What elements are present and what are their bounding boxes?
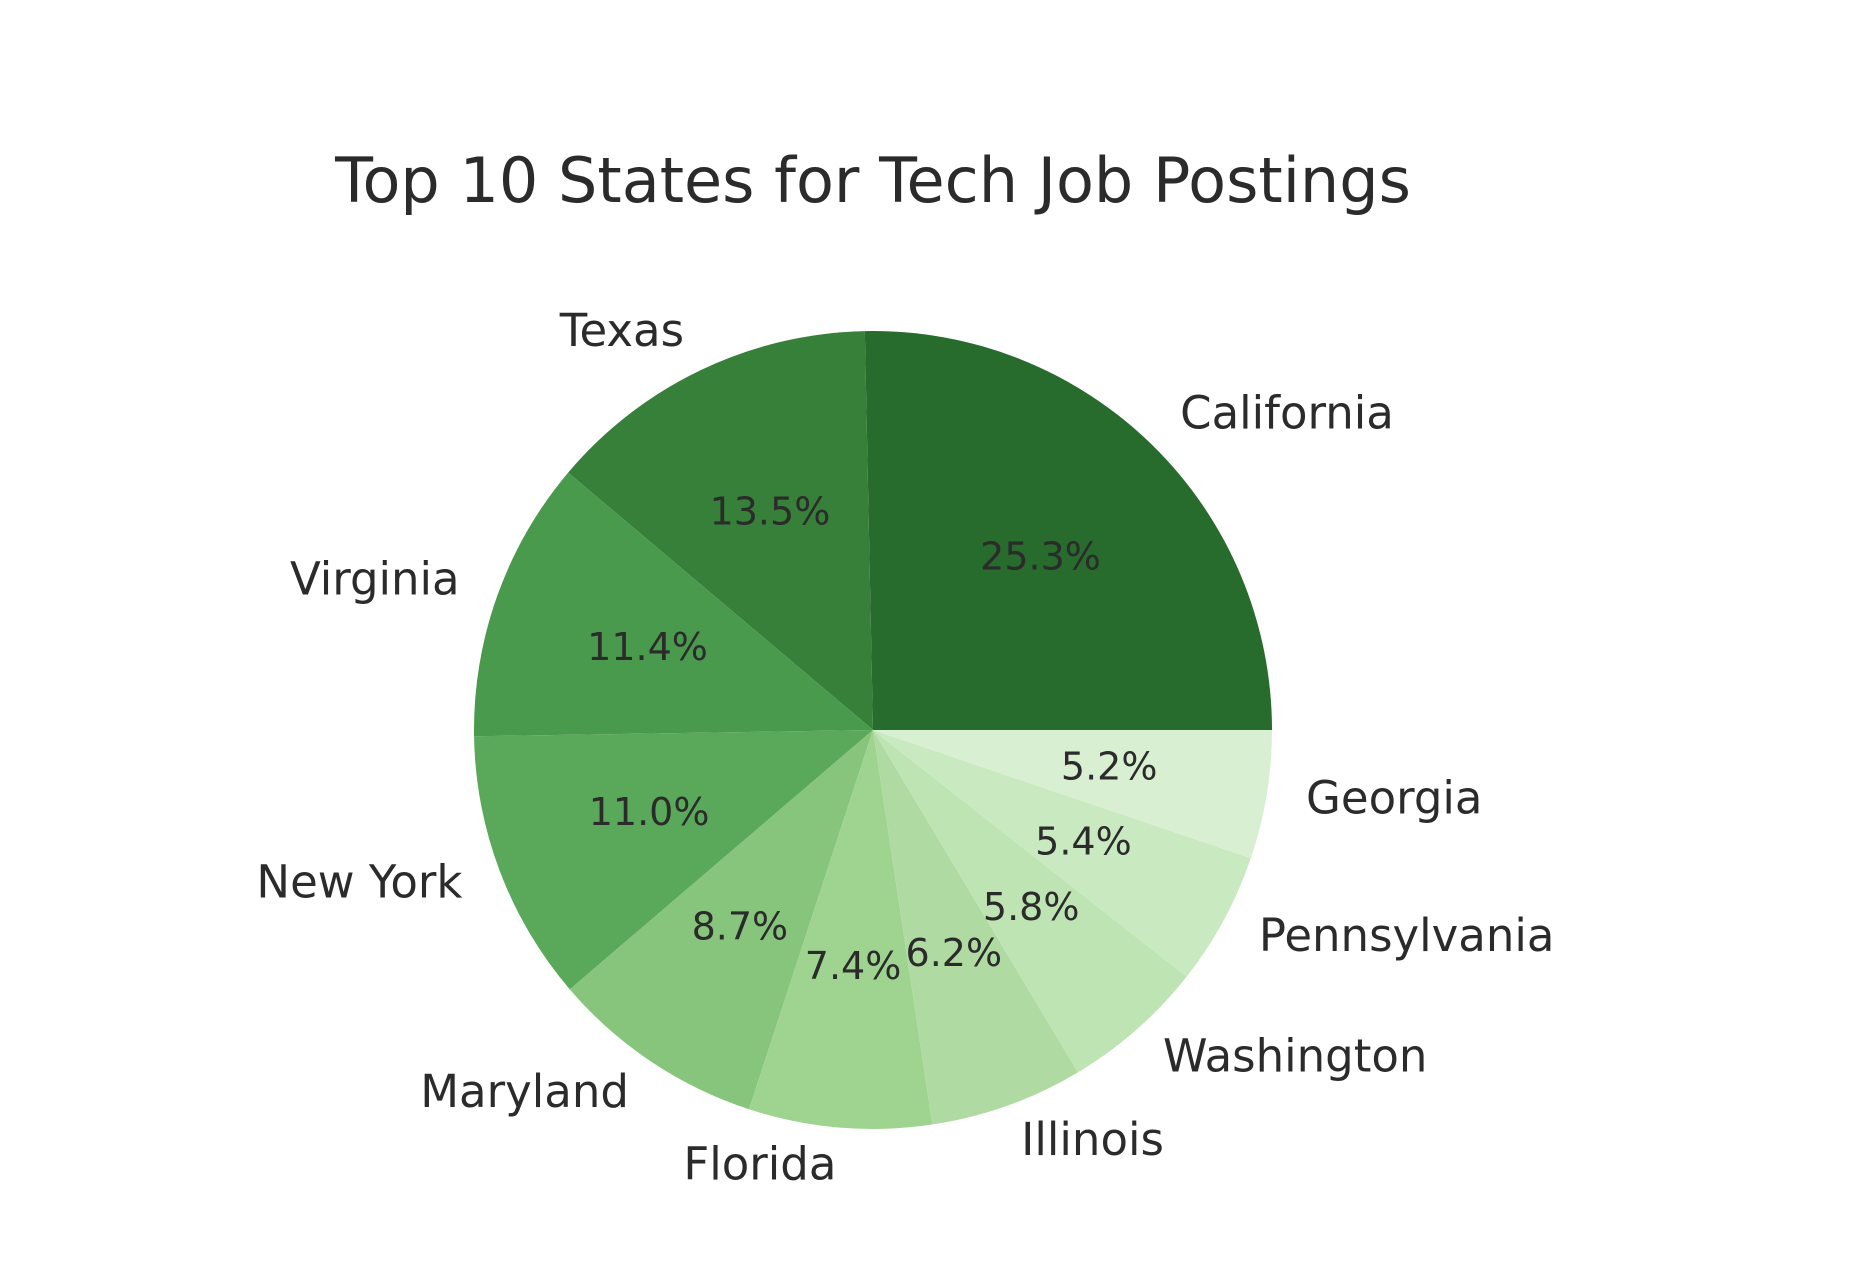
slice-label: Maryland bbox=[420, 1065, 629, 1118]
slice-label: Washington bbox=[1163, 1029, 1427, 1082]
slice-label: New York bbox=[256, 855, 462, 908]
value-label: 7.4% bbox=[805, 944, 902, 988]
pie-slice bbox=[873, 730, 1078, 1125]
value-label: 5.8% bbox=[983, 885, 1080, 929]
slice-label: Illinois bbox=[1021, 1113, 1164, 1166]
value-label: 11.4% bbox=[587, 625, 708, 669]
slice-label: Pennsylvania bbox=[1259, 909, 1555, 962]
pie-slice bbox=[474, 472, 873, 737]
value-label: 8.7% bbox=[692, 904, 789, 948]
slice-label: Georgia bbox=[1306, 771, 1482, 824]
pie-slice bbox=[568, 331, 873, 730]
slice-label: Florida bbox=[683, 1137, 836, 1190]
pie-slice bbox=[474, 730, 873, 990]
pie-slice bbox=[873, 730, 1187, 1073]
value-label: 5.4% bbox=[1035, 820, 1132, 864]
value-label: 5.2% bbox=[1061, 744, 1158, 788]
pie-slice bbox=[748, 730, 933, 1129]
slice-label: California bbox=[1180, 386, 1394, 439]
pie-slice bbox=[873, 730, 1251, 977]
chart-title: Top 10 States for Tech Job Postings bbox=[334, 144, 1411, 217]
pie-slice bbox=[873, 730, 1272, 859]
pie-slice bbox=[569, 730, 873, 1110]
value-label: 25.3% bbox=[980, 534, 1101, 578]
value-label: 11.0% bbox=[589, 790, 710, 834]
value-label: 6.2% bbox=[906, 931, 1003, 975]
slice-label: Virginia bbox=[290, 552, 460, 605]
value-label: 13.5% bbox=[710, 489, 831, 533]
pie-slice bbox=[864, 330, 1272, 730]
slice-label: Texas bbox=[559, 304, 684, 357]
